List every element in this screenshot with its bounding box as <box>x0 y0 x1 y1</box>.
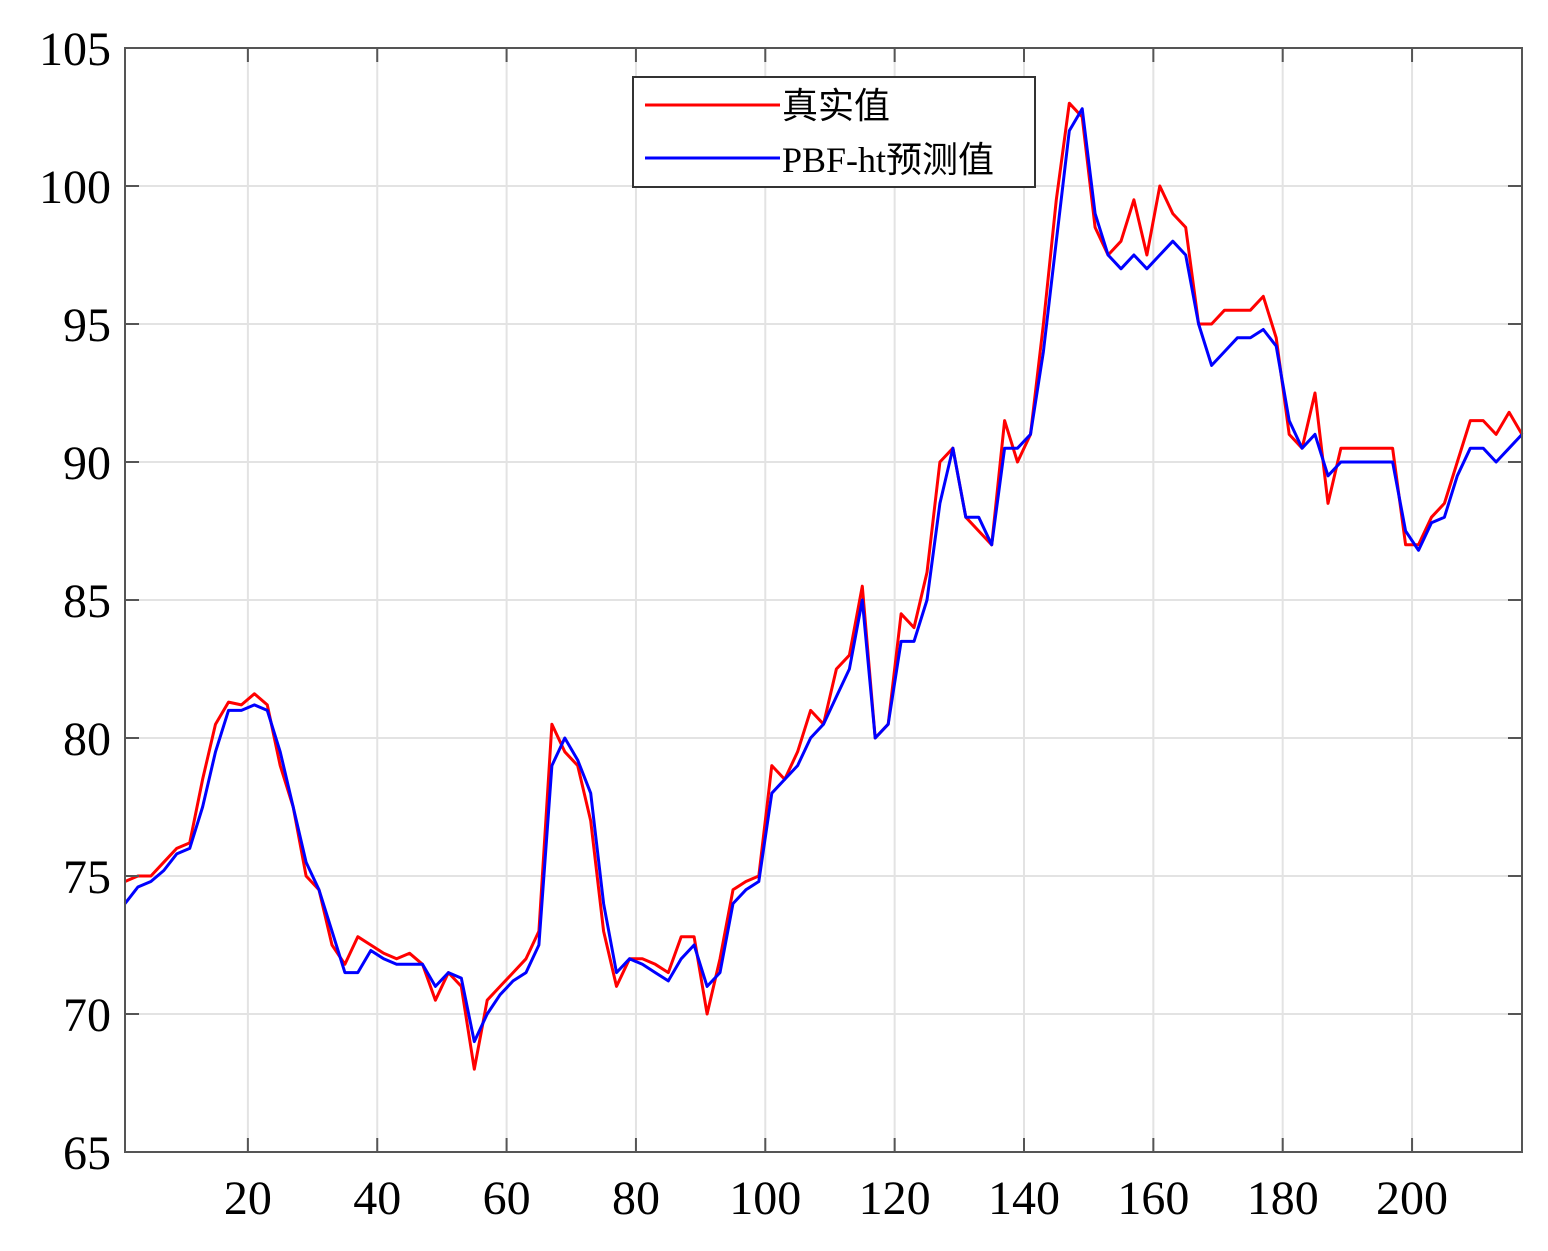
x-tick-label: 200 <box>1376 1172 1448 1225</box>
x-tick-label: 160 <box>1117 1172 1189 1225</box>
legend-label-prediction: PBF-ht预测值 <box>782 140 994 180</box>
y-tick-label: 105 <box>39 23 111 76</box>
legend-box <box>632 76 1036 188</box>
ticks: 20 40 60 80 100 120 140 160 180 200 65 70 75 80 85 90 95… <box>39 23 1522 1225</box>
y-tick-label: 85 <box>63 575 111 628</box>
legend-label-true-value: 真实值 <box>782 86 890 126</box>
x-tick-label: 20 <box>224 1172 272 1225</box>
y-tick-label: 75 <box>63 851 111 904</box>
y-tick-label: 100 <box>39 161 111 214</box>
y-tick-label: 90 <box>63 437 111 490</box>
x-tick-label: 40 <box>353 1172 401 1225</box>
x-tick-label: 80 <box>612 1172 660 1225</box>
y-tick-label: 70 <box>63 989 111 1042</box>
y-tick-label: 65 <box>63 1127 111 1180</box>
series-layer <box>123 101 1524 1071</box>
legend: 真实值 PBF-ht预测值 <box>632 76 1036 188</box>
series-line-prediction <box>123 107 1524 1044</box>
y-tick-label: 95 <box>63 299 111 352</box>
x-tick-label: 180 <box>1247 1172 1319 1225</box>
x-tick-label: 140 <box>988 1172 1060 1225</box>
y-tick-label: 80 <box>63 713 111 766</box>
x-tick-label: 120 <box>859 1172 931 1225</box>
x-tick-label: 60 <box>483 1172 531 1225</box>
x-tick-label: 100 <box>729 1172 801 1225</box>
